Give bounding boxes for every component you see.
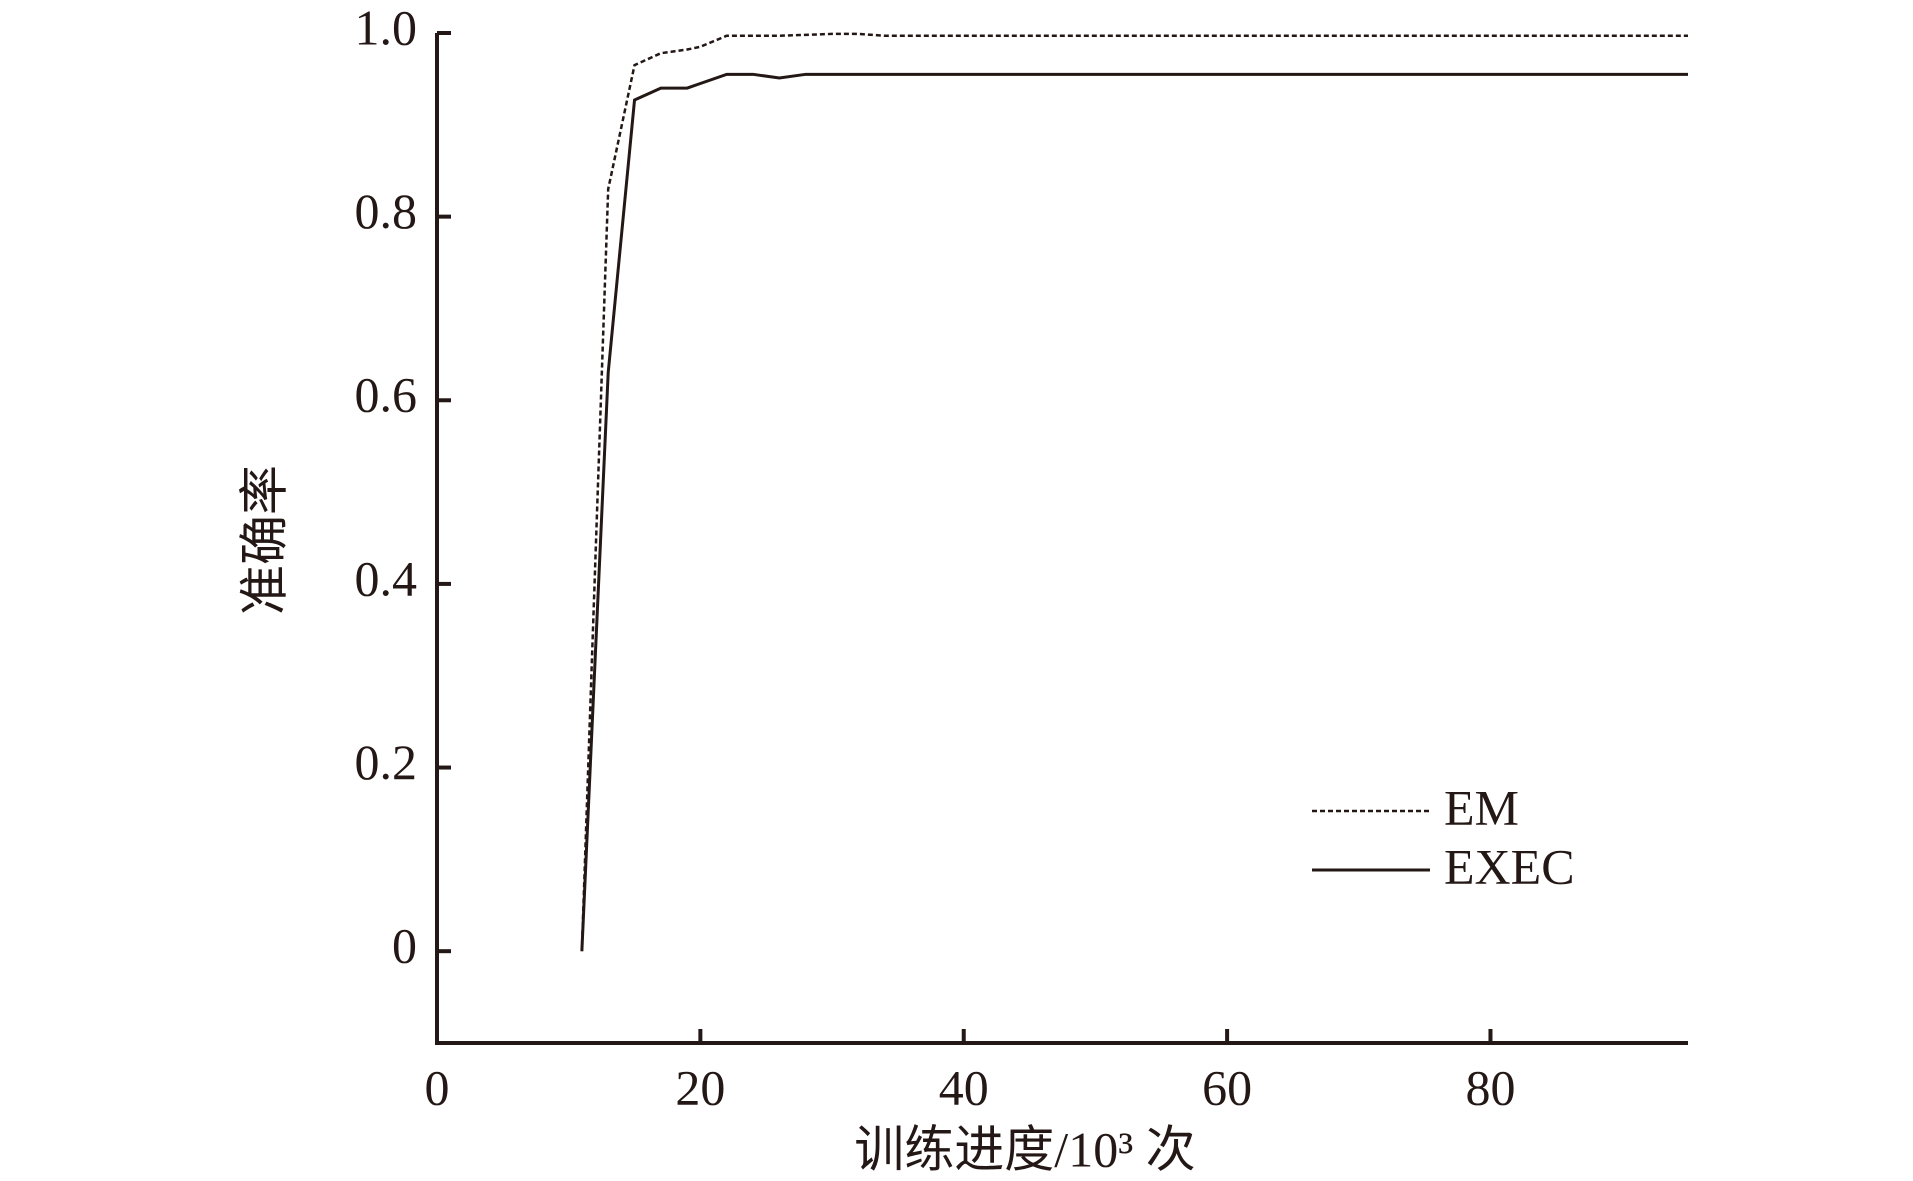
x-tick-label: 40 [939,1059,989,1115]
legend-label: EXEC [1444,838,1575,894]
x-tick-label: 20 [675,1059,725,1115]
x-tick-label: 0 [425,1059,450,1115]
line-series [580,32,1688,952]
y-axis-label: 准确率 [236,465,292,615]
y-tick-label: 0.2 [355,734,418,790]
y-tick-label: 0 [392,918,417,974]
y-tick-label: 0.4 [355,550,418,606]
y-tick-label: 0.8 [355,183,418,239]
y-tick-label: 0.6 [355,367,418,423]
y-tick-label: 1.0 [355,0,418,55]
x-tick-label: 60 [1202,1059,1252,1115]
x-axis-label: 训练进度/10³ 次 [854,1121,1195,1177]
line-series [580,72,1688,952]
legend-label: EM [1444,779,1519,835]
x-tick-label: 80 [1465,1059,1515,1115]
